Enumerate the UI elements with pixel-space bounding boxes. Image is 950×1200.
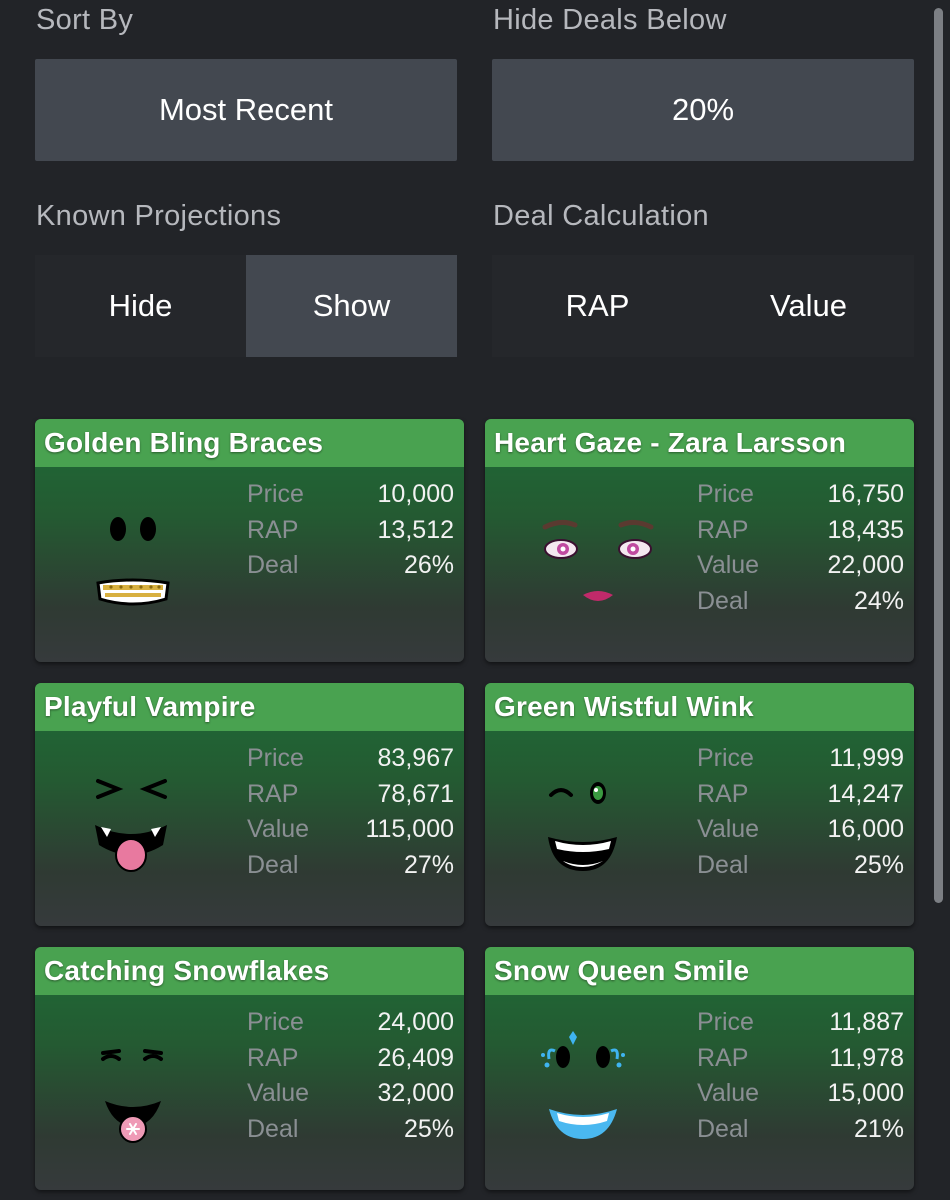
- price-label: Price: [247, 1008, 304, 1037]
- price-label: Price: [697, 1008, 754, 1037]
- sort-by-select[interactable]: Most Recent: [35, 59, 457, 161]
- item-name: Golden Bling Braces: [35, 419, 464, 467]
- deal-label: Deal: [697, 1114, 749, 1143]
- item-card[interactable]: Snow Queen Smile Price 11,887 RAP 11,978 V…: [485, 947, 914, 1190]
- value-label: Value: [247, 1079, 310, 1108]
- value-value: 32,000: [377, 1079, 454, 1108]
- item-name: Snow Queen Smile: [485, 947, 914, 995]
- deal-calculation-rap-option[interactable]: RAP: [565, 288, 630, 323]
- deal-calculation-label: Deal Calculation: [493, 200, 709, 232]
- deal-label: Deal: [697, 850, 749, 879]
- price-value: 10,000: [377, 480, 454, 509]
- deal-label: Deal: [247, 850, 299, 879]
- rap-value: 26,409: [377, 1043, 454, 1072]
- scrollbar[interactable]: [934, 8, 943, 903]
- sort-by-label: Sort By: [36, 4, 134, 36]
- rap-label: RAP: [247, 779, 299, 808]
- value-label: Value: [697, 815, 760, 844]
- rap-label: RAP: [697, 515, 749, 544]
- deal-value: 25%: [853, 850, 904, 879]
- deal-value: 24%: [853, 586, 904, 615]
- value-label: Value: [247, 815, 310, 844]
- deal-label: Deal: [697, 586, 749, 615]
- item-stats: Price 24,000 RAP 26,409 Value 32,000 Deal 25…: [247, 1005, 454, 1147]
- item-stats: Price 10,000 RAP 13,512 Deal 26%: [247, 477, 454, 584]
- item-card[interactable]: Catching Snowflakes Price 24,000 RAP 26,40…: [35, 947, 464, 1190]
- face-snow-queen-icon: [541, 1031, 625, 1139]
- face-green-wink-icon: [548, 782, 617, 871]
- rap-label: RAP: [697, 1043, 749, 1072]
- item-stats: Price 83,967 RAP 78,671 Value 115,000 Deal 2…: [247, 741, 454, 883]
- rap-value: 11,978: [829, 1043, 904, 1072]
- deal-label: Deal: [247, 551, 299, 580]
- price-label: Price: [697, 480, 754, 509]
- value-value: 115,000: [365, 815, 454, 844]
- rap-value: 78,671: [377, 779, 454, 808]
- rap-label: RAP: [247, 1043, 299, 1072]
- rap-value: 18,435: [827, 515, 904, 544]
- deal-value: 27%: [403, 850, 454, 879]
- price-value: 16,750: [827, 480, 904, 509]
- price-value: 24,000: [377, 1008, 454, 1037]
- item-card[interactable]: Heart Gaze - Zara Larsson Price 16,750 RA…: [485, 419, 914, 662]
- face-golden-braces-icon: [96, 517, 170, 606]
- hide-deals-below-label: Hide Deals Below: [493, 4, 727, 36]
- deal-calculation-value-option[interactable]: Value: [770, 288, 847, 323]
- value-label: Value: [697, 551, 760, 580]
- rap-label: RAP: [697, 779, 749, 808]
- item-name: Green Wistful Wink: [485, 683, 914, 731]
- deal-calculation-toggle: RAP Value: [492, 255, 914, 357]
- rap-value: 14,247: [827, 779, 904, 808]
- known-projections-label: Known Projections: [36, 200, 282, 232]
- value-value: 16,000: [827, 815, 904, 844]
- price-value: 11,887: [829, 1008, 904, 1037]
- known-projections-hide-option[interactable]: Hide: [108, 288, 173, 323]
- deal-value: 25%: [403, 1114, 454, 1143]
- known-projections-toggle: Hide Show: [35, 255, 457, 357]
- face-playful-vampire-icon: [95, 779, 167, 872]
- item-card[interactable]: Golden Bling Braces Price 10,000 RAP 13,51…: [35, 419, 464, 662]
- deal-label: Deal: [247, 1114, 299, 1143]
- value-label: Value: [697, 1079, 760, 1108]
- item-name: Playful Vampire: [35, 683, 464, 731]
- rap-value: 13,512: [377, 515, 454, 544]
- hide-deals-below-select[interactable]: 20%: [492, 59, 914, 161]
- deal-value: 21%: [853, 1114, 904, 1143]
- price-label: Price: [247, 744, 304, 773]
- face-heart-gaze-icon: [542, 519, 654, 601]
- item-stats: Price 11,999 RAP 14,247 Value 16,000 Deal 25…: [697, 741, 904, 883]
- value-value: 22,000: [827, 551, 904, 580]
- value-value: 15,000: [827, 1079, 904, 1108]
- face-snowflakes-icon: [101, 1049, 163, 1143]
- price-value: 11,999: [829, 744, 904, 773]
- item-card[interactable]: Green Wistful Wink Price 11,999 RAP 14,247…: [485, 683, 914, 926]
- item-name: Catching Snowflakes: [35, 947, 464, 995]
- price-label: Price: [247, 480, 304, 509]
- price-label: Price: [697, 744, 754, 773]
- item-stats: Price 16,750 RAP 18,435 Value 22,000 Deal 24…: [697, 477, 904, 619]
- known-projections-show-option[interactable]: Show: [246, 255, 457, 357]
- item-card[interactable]: Playful Vampire Price 83,967 RAP 78,671 Va…: [35, 683, 464, 926]
- deal-value: 26%: [403, 551, 454, 580]
- item-name: Heart Gaze - Zara Larsson: [485, 419, 914, 467]
- item-stats: Price 11,887 RAP 11,978 Value 15,000 Deal 21…: [697, 1005, 904, 1147]
- price-value: 83,967: [377, 744, 454, 773]
- rap-label: RAP: [247, 515, 299, 544]
